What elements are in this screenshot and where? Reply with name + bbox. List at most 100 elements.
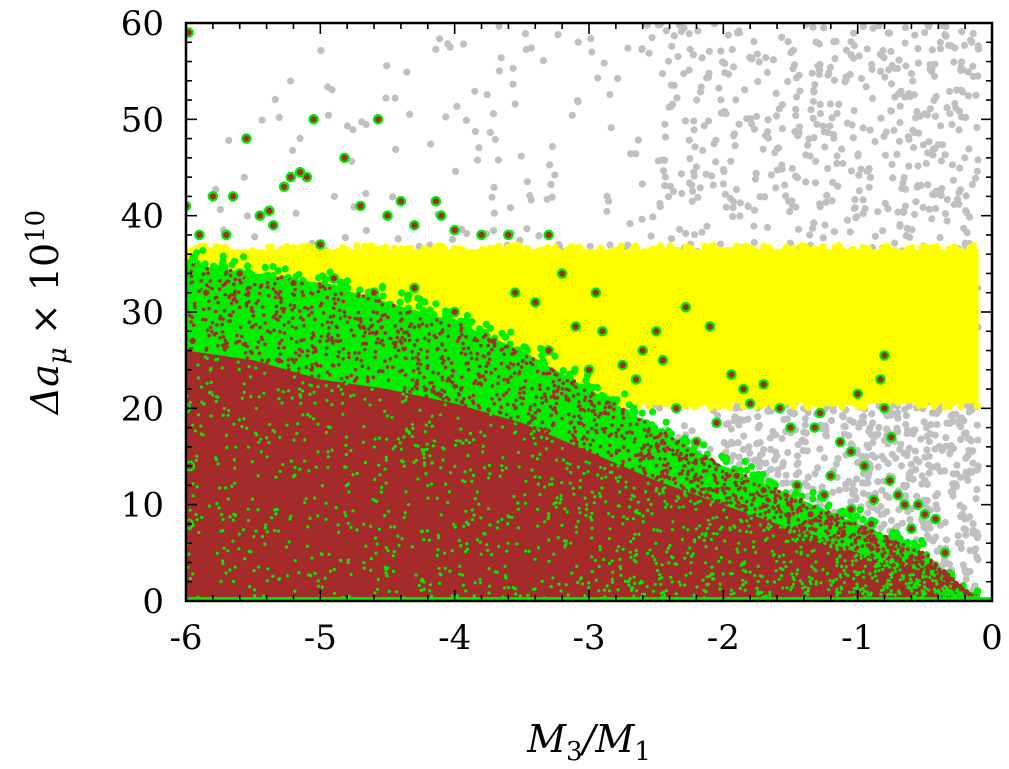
gray-point — [796, 87, 804, 95]
gray-point — [874, 208, 882, 216]
gray-point — [811, 81, 819, 89]
gray-point — [271, 95, 279, 103]
yellow-point — [933, 398, 942, 406]
brown-point — [654, 463, 659, 468]
green-point — [269, 272, 277, 280]
brown-point — [523, 379, 528, 383]
brown-point — [234, 299, 239, 304]
gray-point — [821, 143, 829, 151]
gray-point — [839, 159, 847, 168]
brown-point — [290, 308, 295, 312]
brown-point — [911, 560, 915, 565]
gray-point — [786, 208, 794, 216]
green-point — [771, 480, 779, 488]
gray-point — [946, 110, 954, 118]
brown-point — [567, 388, 571, 393]
brown-point — [696, 484, 700, 488]
brown-point — [228, 273, 233, 278]
gray-point — [490, 209, 498, 217]
green-point — [608, 424, 616, 432]
gray-point — [626, 220, 634, 228]
gray-point — [853, 213, 861, 221]
brown-point — [247, 300, 251, 304]
brown-point — [863, 525, 868, 530]
green-point — [629, 407, 637, 415]
gray-point — [928, 46, 937, 54]
gray-point — [802, 429, 810, 437]
brown-point — [574, 385, 578, 389]
brown-point — [252, 282, 257, 287]
brown-point — [530, 414, 535, 419]
gray-point — [865, 183, 873, 191]
brown-point — [611, 415, 616, 420]
gray-point — [957, 66, 965, 74]
gray-point — [523, 225, 531, 233]
brown-point — [880, 552, 884, 557]
gray-point — [933, 505, 941, 513]
brown-point — [722, 491, 727, 496]
brown-point — [223, 281, 228, 286]
brown-point — [926, 554, 930, 558]
green-speck — [220, 366, 224, 370]
brown-point — [342, 310, 347, 314]
brown-point — [325, 370, 330, 375]
gray-point — [702, 170, 710, 178]
brown-point — [552, 383, 557, 388]
brown-point — [608, 405, 613, 409]
brown-point — [287, 367, 291, 372]
gray-point — [855, 52, 863, 60]
brown-point — [955, 582, 960, 586]
gray-point — [850, 204, 858, 212]
green-point — [465, 325, 473, 333]
green-point — [463, 311, 471, 320]
green-point — [856, 506, 864, 514]
gray-point — [659, 167, 668, 175]
brown-point — [274, 304, 279, 309]
green-point — [565, 370, 573, 378]
gray-point — [942, 536, 951, 544]
brown-point — [447, 323, 451, 328]
gray-point — [958, 510, 967, 518]
brown-point — [603, 405, 607, 410]
gray-point — [842, 46, 851, 54]
brown-point — [197, 289, 201, 294]
brown-point — [663, 475, 667, 480]
green-point — [593, 384, 601, 392]
brown-point — [840, 539, 844, 544]
brown-point — [552, 389, 556, 394]
brown-point — [279, 300, 283, 305]
brown-point — [459, 400, 464, 405]
gray-point — [795, 225, 803, 233]
gray-point — [763, 223, 772, 232]
gray-point — [740, 432, 748, 440]
gray-point — [885, 66, 893, 74]
brown-point — [685, 448, 689, 453]
brown-point — [418, 371, 422, 375]
gray-point — [926, 105, 934, 113]
gray-point — [957, 539, 965, 547]
brown-point — [306, 307, 310, 311]
gray-point — [964, 476, 972, 484]
brown-point — [817, 514, 821, 519]
gray-point — [700, 122, 708, 130]
gray-point — [857, 165, 865, 173]
yellow-point — [861, 398, 869, 407]
brown-point — [413, 384, 418, 389]
green-point — [482, 320, 490, 328]
brown-point — [965, 590, 969, 595]
green-speck — [188, 508, 192, 512]
gray-point — [894, 208, 902, 216]
brown-point — [499, 361, 504, 366]
brown-point — [914, 563, 919, 567]
brown-point — [363, 330, 368, 335]
brown-point — [842, 529, 846, 533]
brown-point — [490, 384, 495, 388]
brown-point — [528, 407, 532, 412]
gray-point — [490, 183, 498, 191]
brown-point — [570, 381, 574, 385]
brown-point — [679, 452, 683, 457]
brown-point — [524, 354, 529, 359]
brown-point — [951, 578, 956, 582]
green-point — [343, 293, 351, 301]
brown-point — [425, 323, 429, 328]
